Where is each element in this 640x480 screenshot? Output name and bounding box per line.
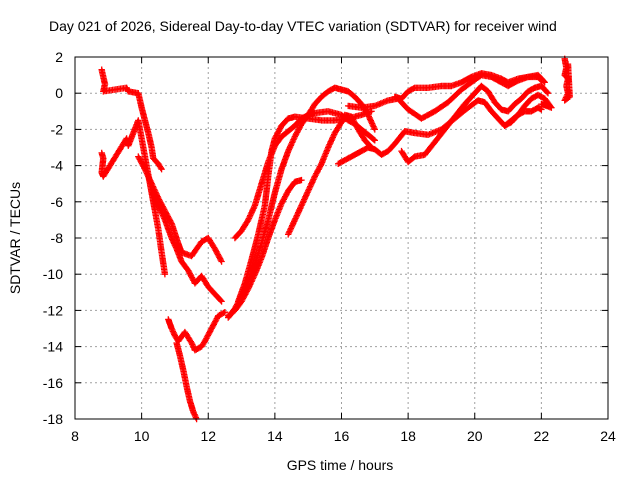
x-tick-label: 14	[267, 428, 283, 444]
series-track-11	[285, 111, 375, 238]
y-tick-label: -4	[51, 158, 64, 174]
data-point-markers	[561, 55, 573, 104]
x-tick-label: 16	[334, 428, 350, 444]
series-track-4	[148, 187, 225, 305]
series-track-16	[501, 91, 555, 129]
data-marks	[98, 55, 573, 423]
y-tick-label: -8	[51, 230, 64, 246]
chart-title: Day 021 of 2026, Sidereal Day-to-day VTE…	[49, 18, 557, 34]
series-track-15	[398, 82, 552, 166]
series-track-10	[225, 84, 378, 321]
grid	[75, 57, 608, 419]
series-track-14	[391, 70, 548, 102]
y-tick-label: -6	[51, 194, 64, 210]
y-tick-label: 0	[55, 85, 63, 101]
data-point-markers	[135, 153, 225, 265]
y-tick-label: -14	[43, 339, 63, 355]
y-tick-label: -10	[43, 266, 63, 282]
y-tick-label: -2	[51, 121, 64, 137]
y-tick-label: 2	[55, 49, 63, 65]
x-tick-label: 22	[534, 428, 550, 444]
y-tick-label: -16	[43, 375, 63, 391]
series-track-17	[561, 55, 573, 104]
x-tick-label: 10	[134, 428, 150, 444]
axis-ticks: 8 10 12 14 16 18 20 22 2420-2-4-6-8-10-12-14-16-…	[43, 49, 616, 444]
y-tick-label: -18	[43, 411, 63, 427]
x-tick-label: 12	[200, 428, 216, 444]
x-tick-label: 24	[600, 428, 616, 444]
x-tick-label: 8	[71, 428, 79, 444]
data-point-markers	[98, 66, 165, 173]
series-track-1	[98, 66, 165, 173]
series-track-6	[173, 339, 200, 423]
x-tick-label: 20	[467, 428, 483, 444]
series-track-3	[135, 153, 225, 265]
y-tick-label: -12	[43, 302, 63, 318]
x-axis-label: GPS time / hours	[286, 457, 394, 473]
series-track-5	[165, 309, 229, 354]
x-tick-label: 18	[400, 428, 416, 444]
